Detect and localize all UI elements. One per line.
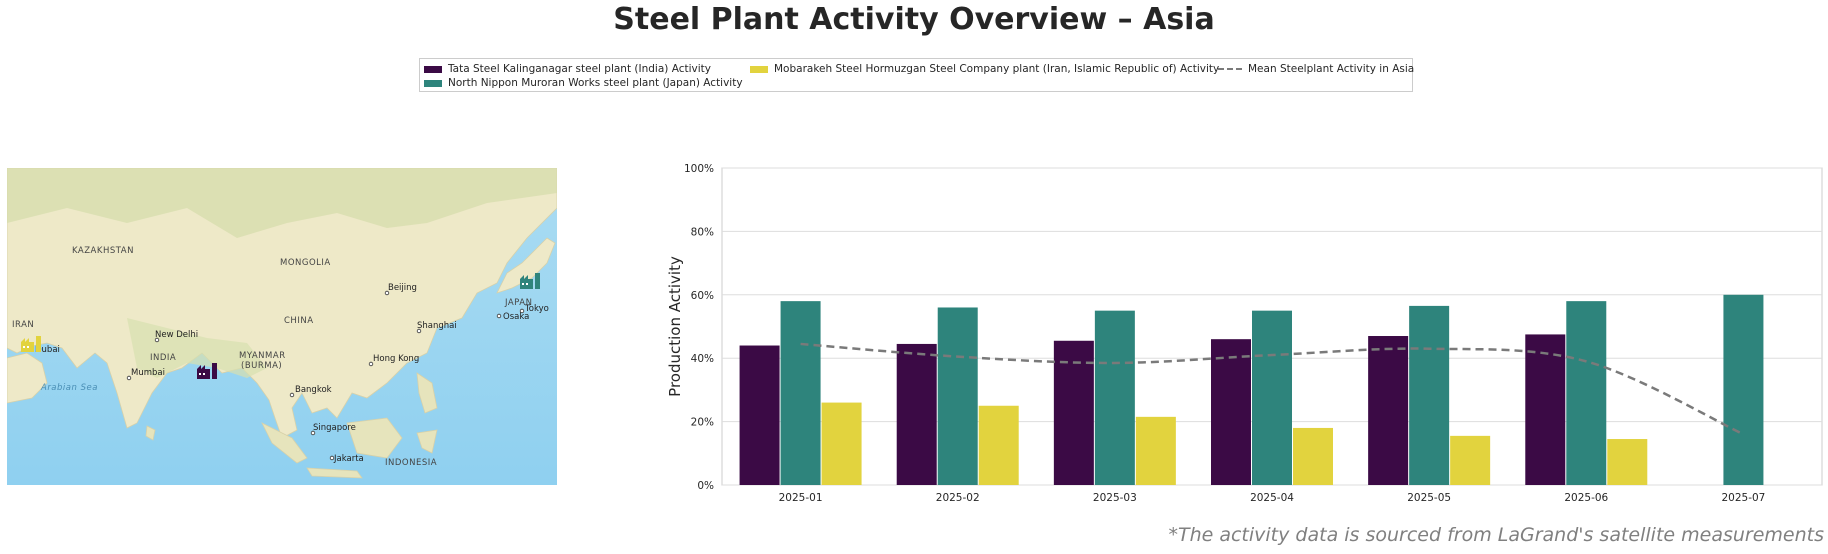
y-tick-label: 80% <box>691 226 714 238</box>
bar-india <box>1053 340 1094 485</box>
y-tick-label: 0% <box>697 480 714 492</box>
svg-text:Shanghai: Shanghai <box>417 321 457 331</box>
map-label-burma: (BURMA) <box>241 361 282 371</box>
map-land-southasia-green <box>127 318 267 378</box>
bar-india <box>739 345 780 485</box>
bar-iran <box>1135 416 1176 485</box>
map-city-hong-kong: Hong Kong <box>368 354 419 367</box>
factory-icon <box>21 336 41 352</box>
y-tick-label: 60% <box>691 290 714 302</box>
bar-japan <box>1252 310 1292 485</box>
map-label-china: CHINA <box>284 316 314 326</box>
legend-label-japan: North Nippon Muroran Works steel plant (… <box>448 77 743 89</box>
map-land-borneo <box>346 417 403 459</box>
x-tick-label: 2025-07 <box>1721 492 1765 504</box>
svg-text:Dubai: Dubai <box>35 345 60 355</box>
legend-label-iran: Mobarakeh Steel Hormuzgan Steel Company … <box>774 63 1220 75</box>
svg-text:Tokyo: Tokyo <box>524 304 549 314</box>
svg-text:New Delhi: New Delhi <box>155 330 198 340</box>
map-label-arabian-sea: Arabian Sea <box>40 383 98 393</box>
y-tick-label: 100% <box>684 163 714 175</box>
asia-map: KAZAKHSTAN MONGOLIA CHINA IRAN INDIA MYA… <box>7 168 557 485</box>
map-city-mumbai: Mumbai <box>126 368 165 381</box>
map-city-singapore: Singapore <box>310 423 356 436</box>
svg-text:Singapore: Singapore <box>313 423 356 433</box>
map-label-japan: JAPAN <box>504 298 532 308</box>
map-label-mongolia: MONGOLIA <box>280 258 331 268</box>
bar-japan <box>1566 301 1607 485</box>
legend-label-mean: Mean Steelplant Activity in Asia <box>1248 63 1415 75</box>
factory-icon <box>520 273 540 289</box>
map-land-sulawesi <box>416 429 438 454</box>
map-land-srilanka <box>145 425 156 441</box>
y-tick-label: 20% <box>691 417 714 429</box>
map-city-bangkok: Bangkok <box>289 385 332 398</box>
mean-activity-line <box>800 342 1744 436</box>
map-land-sumatra <box>261 422 308 464</box>
map-city-jakarta: Jakarta <box>329 454 364 464</box>
map-label-indonesia: INDONESIA <box>385 458 437 468</box>
bar-india <box>1525 334 1566 485</box>
map-label-myanmar: MYANMAR <box>239 351 286 361</box>
y-axis-label: Production Activity <box>666 256 684 397</box>
x-tick-label: 2025-06 <box>1564 492 1608 504</box>
page-title: Steel Plant Activity Overview – Asia <box>613 2 1215 37</box>
legend-swatch-india <box>424 65 442 73</box>
map-label-kazakhstan: KAZAKHSTAN <box>72 246 134 256</box>
map-land-green <box>7 168 557 238</box>
bar-iran <box>1450 435 1491 485</box>
y-tick-label: 40% <box>691 353 714 365</box>
svg-text:Mumbai: Mumbai <box>131 368 165 378</box>
map-label-iran: IRAN <box>12 320 34 330</box>
bar-iran <box>1607 439 1648 485</box>
legend-item-mean: Mean Steelplant Activity in Asia <box>1218 63 1414 75</box>
legend-label-india: Tata Steel Kalinganagar steel plant (Ind… <box>448 63 711 75</box>
x-tick-label: 2025-02 <box>936 492 980 504</box>
bar-india <box>896 343 937 485</box>
bar-japan <box>1409 305 1450 485</box>
bar-japan <box>780 301 821 485</box>
chart-legend: Tata Steel Kalinganagar steel plant (Ind… <box>419 58 1414 92</box>
map-svg: KAZAKHSTAN MONGOLIA CHINA IRAN INDIA MYA… <box>7 168 557 485</box>
map-label-india: INDIA <box>150 353 176 363</box>
map-city-beijing: Beijing <box>384 283 417 296</box>
x-tick-label: 2025-05 <box>1407 492 1451 504</box>
bar-iran <box>821 402 862 485</box>
legend-swatch-iran <box>750 65 768 73</box>
bar-japan <box>937 307 978 485</box>
map-city-tokyo: Tokyo <box>519 304 549 314</box>
svg-text:Bangkok: Bangkok <box>295 385 332 395</box>
x-tick-label: 2025-01 <box>779 492 823 504</box>
bar-iran <box>978 405 1019 485</box>
map-land-philippines <box>416 372 438 414</box>
bar-india <box>1368 336 1409 485</box>
map-city-osaka: Osaka <box>496 312 529 322</box>
map-city-shanghai: Shanghai <box>416 321 457 334</box>
legend-item-iran: Mobarakeh Steel Hormuzgan Steel Company … <box>750 63 1219 75</box>
svg-text:Osaka: Osaka <box>503 312 529 322</box>
legend-swatch-japan <box>424 79 442 87</box>
x-tick-label: 2025-03 <box>1093 492 1137 504</box>
svg-text:Jakarta: Jakarta <box>333 454 364 464</box>
x-tick-label: 2025-04 <box>1250 492 1294 504</box>
bar-india <box>1211 339 1251 485</box>
legend-item-india: Tata Steel Kalinganagar steel plant (Ind… <box>424 63 711 75</box>
bar-japan <box>1094 310 1135 485</box>
svg-text:Hong Kong: Hong Kong <box>373 354 419 364</box>
factory-icon <box>197 363 217 379</box>
map-land-java <box>306 467 363 479</box>
legend-line-mean <box>1218 68 1242 70</box>
map-land-japan <box>496 237 556 294</box>
map-city-new-delhi: New Delhi <box>154 330 198 343</box>
bar-japan <box>1723 294 1764 485</box>
bar-iran <box>1293 427 1333 485</box>
legend-item-japan: North Nippon Muroran Works steel plant (… <box>424 77 743 89</box>
footnote: *The activity data is sourced from LaGra… <box>1168 524 1824 546</box>
map-land-arabia <box>7 352 48 404</box>
svg-text:Beijing: Beijing <box>388 283 417 293</box>
